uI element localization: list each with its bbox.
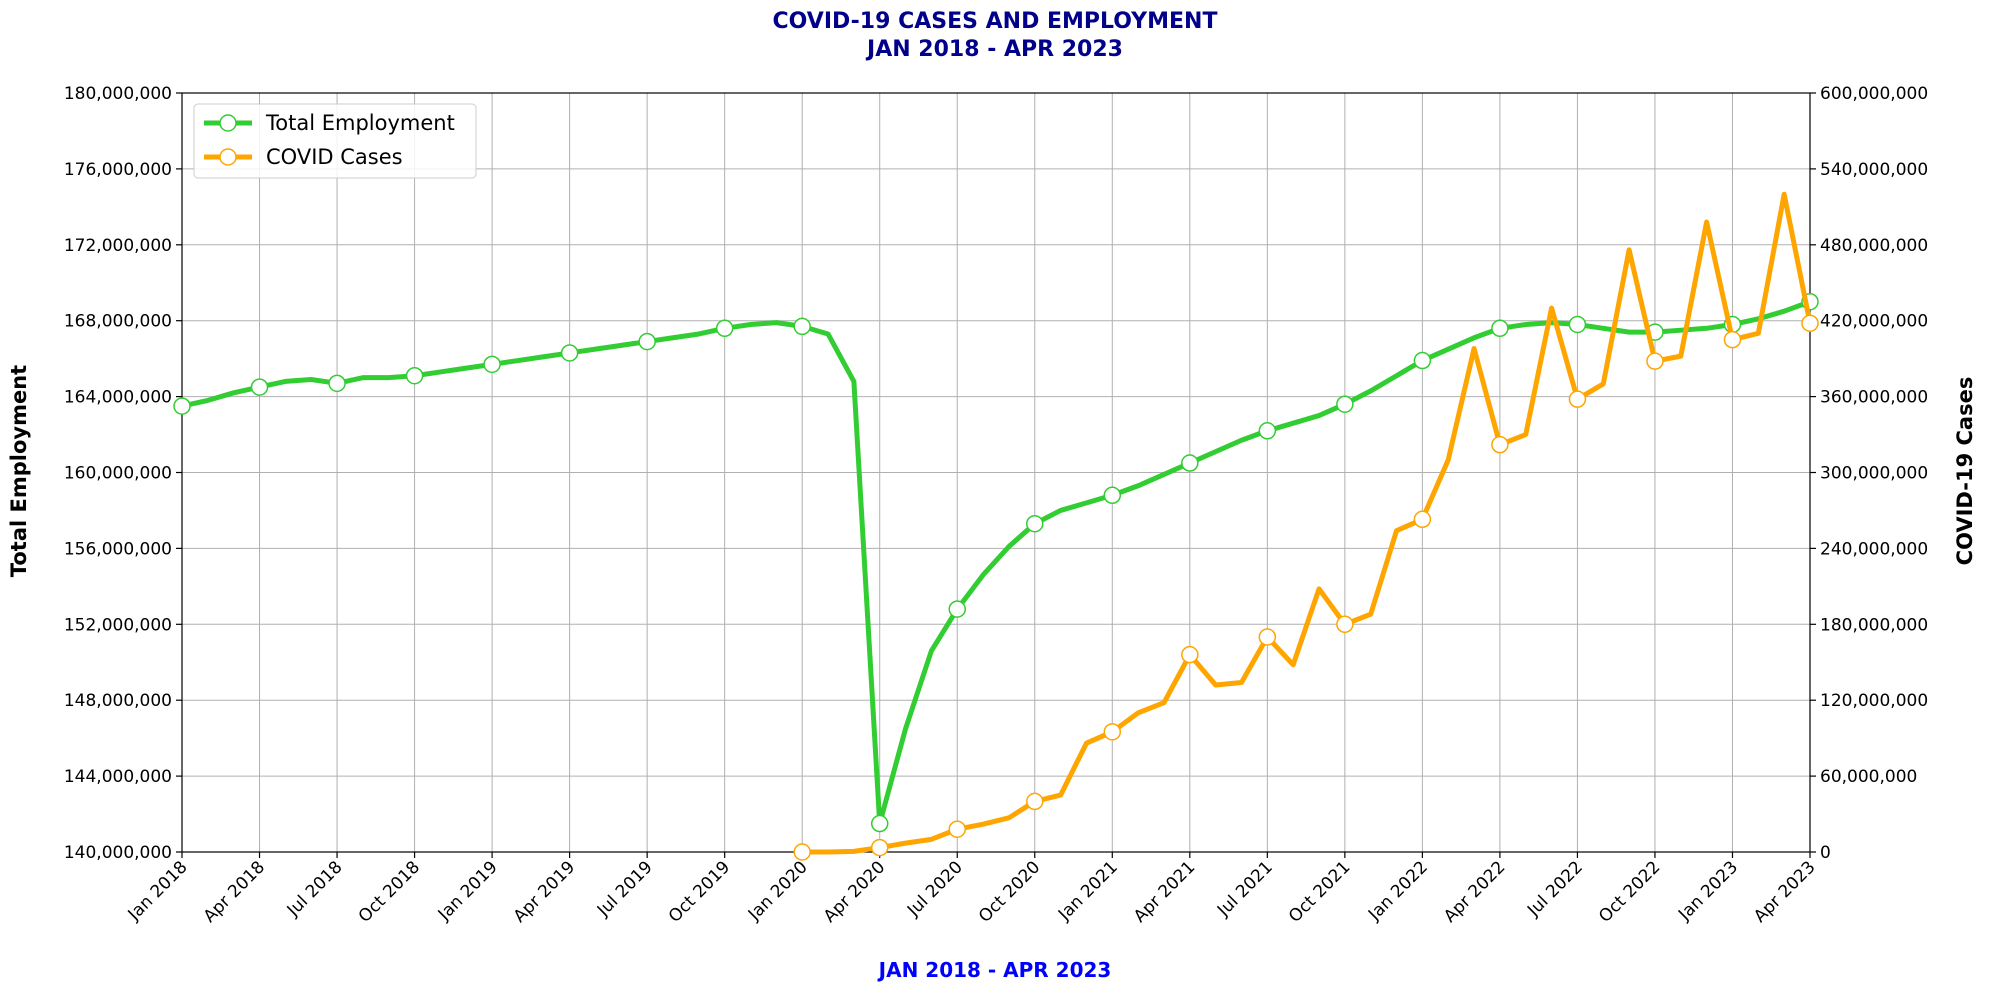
y-axis-label-left: Total Employment: [7, 365, 31, 577]
chart-title-line-1: COVID-19 CASES AND EMPLOYMENT: [773, 9, 1218, 34]
x-tick-label-apr-2018: Apr 2018: [200, 857, 269, 926]
data-point-total-employment-jan-2020: [794, 318, 810, 334]
series-covid-cases: [794, 194, 1818, 860]
series-line-covid-cases: [802, 194, 1810, 852]
y-left-tick-label-6: 164,000,000: [64, 388, 172, 408]
data-point-covid-cases-jan-2022: [1414, 511, 1430, 527]
chart-title-line-2: JAN 2018 - APR 2023: [865, 37, 1123, 62]
y-axis-label-right: COVID-19 Cases: [1953, 377, 1977, 566]
x-tick-label-oct-2022: Oct 2022: [1595, 857, 1664, 926]
y-left-tick-label-7: 168,000,000: [64, 312, 172, 332]
data-point-total-employment-jul-2021: [1259, 423, 1275, 439]
data-point-total-employment-apr-2019: [562, 345, 578, 361]
x-tick-label-jul-2022: Jul 2022: [1523, 857, 1587, 921]
x-tick-label-jul-2018: Jul 2018: [283, 857, 347, 921]
x-tick-label-jan-2019: Jan 2019: [434, 857, 502, 925]
legend-label: COVID Cases: [266, 145, 403, 169]
y-left-tick-label-4: 156,000,000: [64, 539, 172, 559]
y-right-tick-label-6: 360,000,000: [1820, 388, 1928, 408]
plot-series: [174, 194, 1818, 860]
x-tick-label-oct-2019: Oct 2019: [665, 857, 734, 926]
y-left-tick-label-1: 144,000,000: [64, 767, 172, 787]
y-right-tick-label-7: 420,000,000: [1820, 312, 1928, 332]
data-point-total-employment-jan-2021: [1104, 487, 1120, 503]
data-point-total-employment-apr-2018: [252, 379, 268, 395]
y-left-tick-label-5: 160,000,000: [64, 464, 172, 484]
x-tick-label-jul-2019: Jul 2019: [593, 857, 657, 921]
legend-swatch-marker: [220, 115, 236, 131]
x-tick-label-apr-2021: Apr 2021: [1130, 857, 1199, 926]
legend-label: Total Employment: [265, 111, 455, 135]
data-point-covid-cases-apr-2020: [872, 840, 888, 856]
y-right-tick-label-8: 480,000,000: [1820, 236, 1928, 256]
data-point-total-employment-oct-2019: [717, 320, 733, 336]
data-point-total-employment-jan-2022: [1414, 353, 1430, 369]
data-point-total-employment-jul-2022: [1569, 316, 1585, 332]
y-right-tick-label-0: 0: [1820, 843, 1831, 863]
y-right-tick-label-3: 180,000,000: [1820, 615, 1928, 635]
data-point-total-employment-oct-2020: [1027, 516, 1043, 532]
y-right-tick-label-1: 60,000,000: [1820, 767, 1917, 787]
y-left-tick-label-0: 140,000,000: [64, 843, 172, 863]
data-point-covid-cases-jul-2020: [949, 821, 965, 837]
data-point-covid-cases-jan-2020: [794, 844, 810, 860]
axes: Jan 2018 Apr 2018 Jul 2018 Oct 2018 Jan 2019…: [64, 84, 1928, 927]
x-tick-label-jan-2022: Jan 2022: [1364, 857, 1432, 925]
x-tick-label-jul-2020: Jul 2020: [903, 857, 967, 921]
y-right-tick-label-10: 600,000,000: [1820, 84, 1928, 104]
x-tick-label-apr-2022: Apr 2022: [1440, 857, 1509, 926]
x-tick-label-jan-2018: Jan 2018: [124, 857, 192, 925]
x-tick-label-jan-2020: Jan 2020: [744, 857, 812, 925]
x-tick-label-jan-2021: Jan 2021: [1054, 857, 1122, 925]
data-point-covid-cases-jul-2022: [1569, 391, 1585, 407]
data-point-total-employment-apr-2021: [1182, 455, 1198, 471]
grid: [182, 93, 1810, 852]
data-point-covid-cases-apr-2021: [1182, 647, 1198, 663]
x-tick-label-oct-2020: Oct 2020: [975, 857, 1044, 926]
data-point-covid-cases-oct-2021: [1337, 616, 1353, 632]
data-point-covid-cases-jul-2021: [1259, 629, 1275, 645]
x-tick-label-oct-2021: Oct 2021: [1285, 857, 1354, 926]
data-point-total-employment-jan-2019: [484, 356, 500, 372]
y-right-tick-label-4: 240,000,000: [1820, 539, 1928, 559]
data-point-covid-cases-oct-2022: [1647, 353, 1663, 369]
series-line-total-employment: [182, 302, 1810, 824]
y-left-tick-label-8: 172,000,000: [64, 236, 172, 256]
data-point-total-employment-jul-2020: [949, 601, 965, 617]
data-point-covid-cases-apr-2022: [1492, 437, 1508, 453]
y-right-tick-label-5: 300,000,000: [1820, 464, 1928, 484]
y-left-tick-label-3: 152,000,000: [64, 615, 172, 635]
chart-title: COVID-19 CASES AND EMPLOYMENT JAN 2018 -…: [773, 9, 1218, 62]
data-point-total-employment-jan-2018: [174, 398, 190, 414]
data-point-total-employment-oct-2018: [407, 368, 423, 384]
y-left-tick-label-10: 180,000,000: [64, 84, 172, 104]
data-point-total-employment-apr-2020: [872, 816, 888, 832]
data-point-total-employment-jul-2019: [639, 334, 655, 350]
legend-swatch-marker: [220, 149, 236, 165]
y-right-tick-label-2: 120,000,000: [1820, 691, 1928, 711]
y-left-tick-label-9: 176,000,000: [64, 160, 172, 180]
x-tick-label-oct-2018: Oct 2018: [355, 857, 424, 926]
x-tick-label-apr-2023: Apr 2023: [1750, 857, 1819, 926]
data-point-covid-cases-oct-2020: [1027, 793, 1043, 809]
legend: Total Employment COVID Cases: [194, 104, 476, 178]
data-point-covid-cases-jan-2021: [1104, 724, 1120, 740]
data-point-total-employment-jul-2018: [329, 375, 345, 391]
data-point-total-employment-oct-2021: [1337, 396, 1353, 412]
x-tick-label-apr-2020: Apr 2020: [820, 857, 889, 926]
x-tick-label-jan-2023: Jan 2023: [1674, 857, 1742, 925]
data-point-covid-cases-jan-2023: [1724, 332, 1740, 348]
data-point-covid-cases-apr-2023: [1802, 315, 1818, 331]
x-tick-label-apr-2019: Apr 2019: [510, 857, 579, 926]
y-left-tick-label-2: 148,000,000: [64, 691, 172, 711]
x-axis-label: JAN 2018 - APR 2023: [877, 958, 1112, 982]
x-tick-label-jul-2021: Jul 2021: [1213, 857, 1277, 921]
data-point-total-employment-apr-2022: [1492, 320, 1508, 336]
y-right-tick-label-9: 540,000,000: [1820, 160, 1928, 180]
